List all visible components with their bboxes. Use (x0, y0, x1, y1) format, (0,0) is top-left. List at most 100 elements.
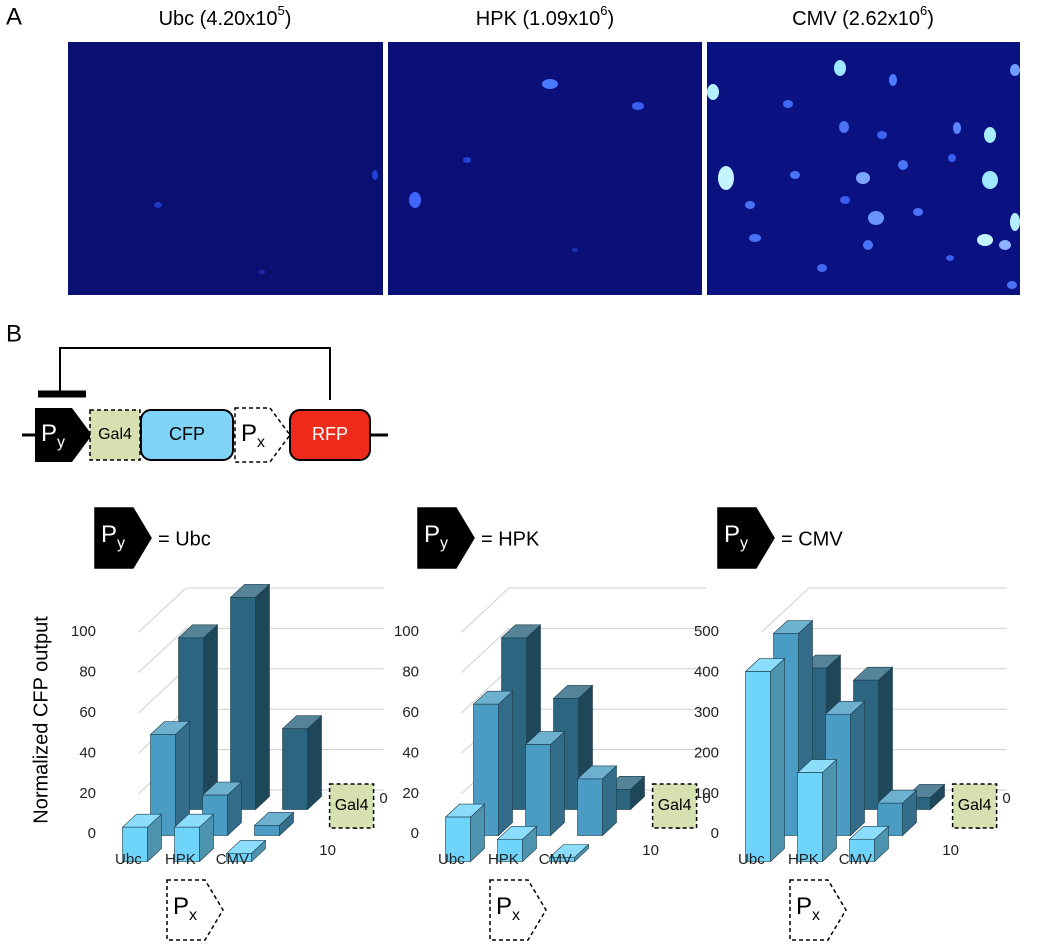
main: P (724, 521, 740, 548)
bar (745, 671, 771, 862)
circuit-diagram: Py Gal4 CFP Px RFP (22, 347, 388, 463)
panel-label: A (6, 3, 22, 30)
grid-line (138, 587, 384, 633)
promoter-label: Py (101, 521, 125, 552)
bar (254, 825, 280, 836)
sub: x (812, 907, 820, 924)
bar (577, 778, 603, 836)
grid-line (138, 627, 384, 673)
promoter-label: Py (41, 420, 65, 451)
bar (797, 772, 823, 862)
promoter-arrow (489, 879, 547, 941)
y-tick-label: 300 (694, 704, 719, 721)
bar (497, 838, 523, 862)
y-tick-label: 60 (79, 704, 96, 721)
bar-side (850, 700, 865, 837)
promoter-label: Py (724, 521, 748, 552)
gene-label: CFP (169, 424, 205, 444)
promoter-label: Px (796, 893, 820, 924)
promoter-label: Px (496, 893, 520, 924)
promoter-arrow (417, 507, 475, 569)
x-tick-label: Ubc (115, 851, 142, 868)
panel-label: B (6, 320, 22, 347)
caption: CMV (2.62x10 (792, 8, 920, 30)
image-title: Ubc (4.20x105) (159, 3, 292, 30)
depth-axis-label: Gal4 (335, 797, 369, 814)
grid-line (761, 587, 1007, 633)
y-tick-label: 200 (694, 744, 719, 761)
grid-line (461, 587, 707, 633)
image-title: HPK (1.09x106) (476, 3, 614, 30)
bar-side (822, 758, 837, 863)
main: P (101, 521, 117, 548)
bar (230, 597, 256, 810)
suffix: ) (285, 8, 292, 30)
bar (174, 826, 200, 862)
promoter-arrow (717, 507, 775, 569)
main: P (424, 521, 440, 548)
bar-side (878, 666, 893, 811)
sub: y (740, 535, 748, 552)
sub: x (189, 907, 197, 924)
x-tick-label: HPK (488, 851, 519, 868)
exponent: 6 (920, 3, 927, 18)
promoter-label: Px (173, 893, 197, 924)
y-tick-label: 20 (79, 785, 96, 802)
suffix: ) (608, 8, 615, 30)
gene-label: RFP (312, 424, 348, 444)
bar-side (203, 624, 218, 811)
y-tick-label: 100 (394, 623, 419, 640)
chart: Py= HPK0204060801000510UbcHPKCMVGal4Px (394, 507, 711, 941)
sub: y (117, 535, 125, 552)
depth-axis-box (951, 783, 998, 829)
x-tick-label: CMV (216, 851, 249, 868)
depth-tick-label: 10 (942, 842, 959, 859)
y-tick-label: 0 (88, 825, 96, 842)
main: P (41, 420, 57, 447)
chart-title: = CMV (781, 528, 843, 550)
y-tick-label: 500 (694, 623, 719, 640)
main: P (796, 893, 812, 920)
promoter-arrow (94, 507, 152, 569)
bar (226, 853, 252, 862)
depth-axis-box (328, 783, 375, 829)
micrograph (388, 42, 702, 295)
main: P (173, 893, 189, 920)
bar-side (770, 657, 785, 863)
gene-label: Gal4 (98, 426, 132, 443)
depth-tick-label: 0 (379, 790, 387, 807)
main: P (496, 893, 512, 920)
depth-tick-label: 10 (319, 842, 336, 859)
sub: y (440, 535, 448, 552)
y-tick-label: 100 (71, 623, 96, 640)
y-tick-label: 60 (402, 704, 419, 721)
sub: x (512, 907, 520, 924)
y-tick-label: 80 (79, 664, 96, 681)
chart: Py= CMV01002003004005000510UbcHPKCMVGal4… (694, 507, 1011, 941)
bar (122, 826, 148, 862)
promoter-arrow (789, 879, 847, 941)
x-tick-label: Ubc (738, 851, 765, 868)
promoter-label: Py (424, 521, 448, 552)
bar (445, 816, 471, 862)
chart-title: = HPK (481, 528, 540, 550)
depth-axis-label: Gal4 (658, 797, 692, 814)
depth-tick-label: 10 (642, 842, 659, 859)
depth-axis-label: Gal4 (958, 797, 992, 814)
x-tick-label: CMV (839, 851, 872, 868)
suffix: ) (927, 8, 934, 30)
grid-line (461, 627, 707, 673)
y-tick-label: 80 (402, 664, 419, 681)
bar (849, 838, 875, 862)
sub: y (57, 434, 65, 451)
x-tick-label: CMV (539, 851, 572, 868)
depth-axis-box (651, 783, 698, 829)
bar-side (255, 583, 270, 811)
y-tick-label: 0 (411, 825, 419, 842)
y-tick-label: 100 (694, 785, 719, 802)
bar-side (550, 730, 565, 837)
